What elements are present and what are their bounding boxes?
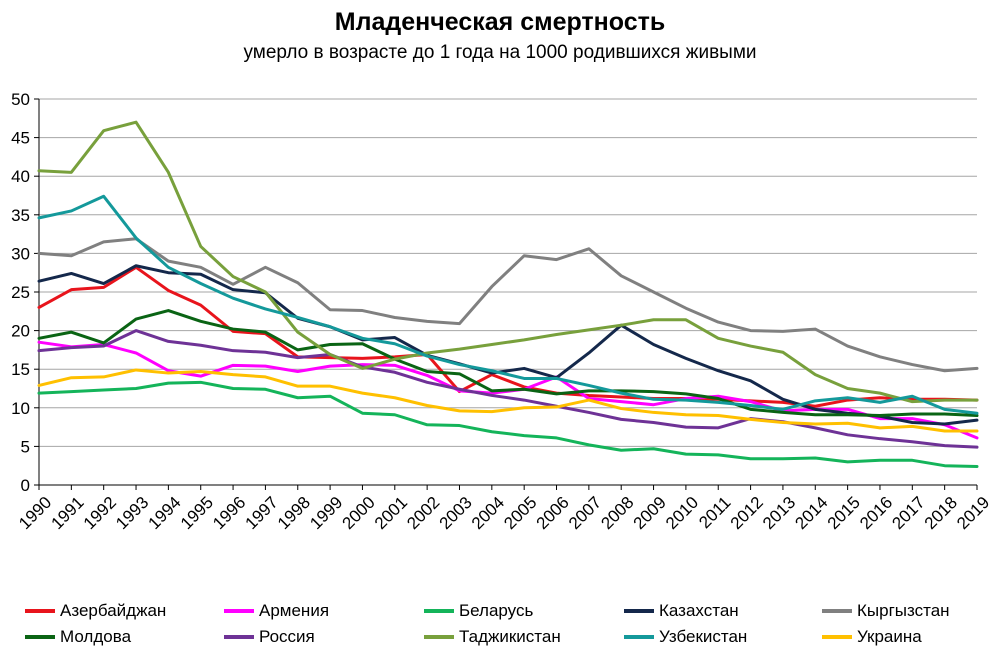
legend-swatch [424, 609, 454, 613]
legend-swatch [25, 609, 55, 613]
legend-label: Азербайджан [60, 601, 167, 620]
y-tick-label: 35 [11, 206, 30, 225]
legend-label: Россия [259, 627, 315, 646]
y-tick-label: 50 [11, 90, 30, 109]
x-tick-label: 2015 [824, 493, 864, 533]
y-tick-label: 15 [11, 360, 30, 379]
x-tick-label: 2010 [662, 493, 702, 533]
legend-item: Россия [224, 626, 315, 648]
x-tick-label: 1990 [15, 493, 55, 533]
legend-swatch [624, 609, 654, 613]
y-tick-label: 5 [21, 437, 30, 456]
x-tick-label: 1992 [80, 493, 120, 533]
y-tick-label: 30 [11, 244, 30, 263]
x-tick-label: 2003 [436, 493, 476, 533]
series-line-2 [37, 380, 979, 468]
series-line-5 [37, 309, 979, 418]
x-tick-label: 2011 [695, 493, 734, 532]
legend: Азербайджан Армения Беларусь Казахстан Кыргы… [0, 598, 1000, 658]
x-tick-labels: 1990199119921993199419951996199719981999… [15, 493, 993, 533]
x-tick-label: 2009 [630, 493, 670, 533]
legend-label: Молдова [60, 627, 132, 646]
x-tick-label: 2004 [468, 493, 508, 533]
legend-item: Украина [822, 626, 922, 648]
x-tick-label: 1993 [112, 493, 152, 533]
grid-lines [39, 98, 977, 447]
series-line-3 [37, 264, 979, 426]
legend-label: Узбекистан [659, 627, 748, 646]
series-lines [37, 120, 979, 468]
y-tick-label: 0 [21, 476, 30, 495]
y-tick-label: 45 [11, 129, 30, 148]
y-tick-label: 25 [11, 283, 30, 302]
legend-swatch [822, 635, 852, 639]
legend-swatch [224, 609, 254, 613]
legend-item: Таджикистан [424, 626, 561, 648]
legend-label: Казахстан [659, 601, 739, 620]
x-tick-label: 2013 [759, 493, 799, 533]
x-tick-label: 2014 [791, 493, 831, 533]
y-tick-label: 20 [11, 322, 30, 341]
legend-swatch [424, 635, 454, 639]
x-tick-label: 2006 [533, 493, 573, 533]
y-tick-label: 10 [11, 399, 30, 418]
x-tick-label: 2002 [403, 493, 443, 533]
legend-item: Казахстан [624, 600, 739, 622]
legend-label: Украина [857, 627, 922, 646]
y-tick-label: 40 [11, 167, 30, 186]
x-tick-label: 2018 [921, 493, 961, 533]
legend-item: Молдова [25, 626, 131, 648]
legend-label: Беларусь [459, 601, 534, 620]
series-line-0 [37, 265, 979, 408]
x-tick-label: 2007 [565, 493, 605, 533]
legend-swatch [224, 635, 254, 639]
legend-swatch [822, 609, 852, 613]
x-tick-label: 2008 [597, 493, 637, 533]
x-tick-label: 1994 [145, 493, 185, 533]
legend-swatch [25, 635, 55, 639]
chart-subtitle: умерло в возрасте до 1 года на 1000 роди… [243, 42, 757, 63]
legend-label: Таджикистан [459, 627, 561, 646]
x-tick-label: 1995 [177, 493, 217, 533]
x-tick-label: 2001 [371, 493, 411, 533]
chart-title: Младенческая смертность [334, 8, 666, 36]
x-tick-label: 1991 [47, 493, 87, 533]
series-line-9 [37, 368, 979, 433]
legend-label: Кыргызстан [857, 601, 950, 620]
x-tick-label: 2017 [888, 493, 928, 533]
series-line-8 [37, 194, 979, 415]
x-tick-label: 1997 [242, 493, 282, 533]
y-tick-labels: 0 5 10 15 20 25 30 35 40 45 50 [11, 90, 30, 495]
legend-item: Беларусь [424, 600, 533, 622]
legend-item: Узбекистан [624, 626, 747, 648]
x-tick-label: 1999 [306, 493, 346, 533]
x-tick-label: 2000 [339, 493, 379, 533]
legend-item: Кыргызстан [822, 600, 950, 622]
x-tick-label: 1996 [209, 493, 249, 533]
series-line-7 [37, 120, 979, 404]
axes [34, 98, 978, 490]
x-tick-label: 2012 [727, 493, 767, 533]
x-tick-label: 1998 [274, 493, 314, 533]
legend-label: Армения [259, 601, 330, 620]
legend-item: Армения [224, 600, 329, 622]
legend-item: Азербайджан [25, 600, 166, 622]
x-tick-label: 2005 [500, 493, 540, 533]
x-tick-label: 2019 [953, 493, 993, 533]
series-line-4 [37, 237, 979, 373]
series-line-6 [37, 329, 979, 449]
x-tick-label: 2016 [856, 493, 896, 533]
legend-swatch [624, 635, 654, 639]
